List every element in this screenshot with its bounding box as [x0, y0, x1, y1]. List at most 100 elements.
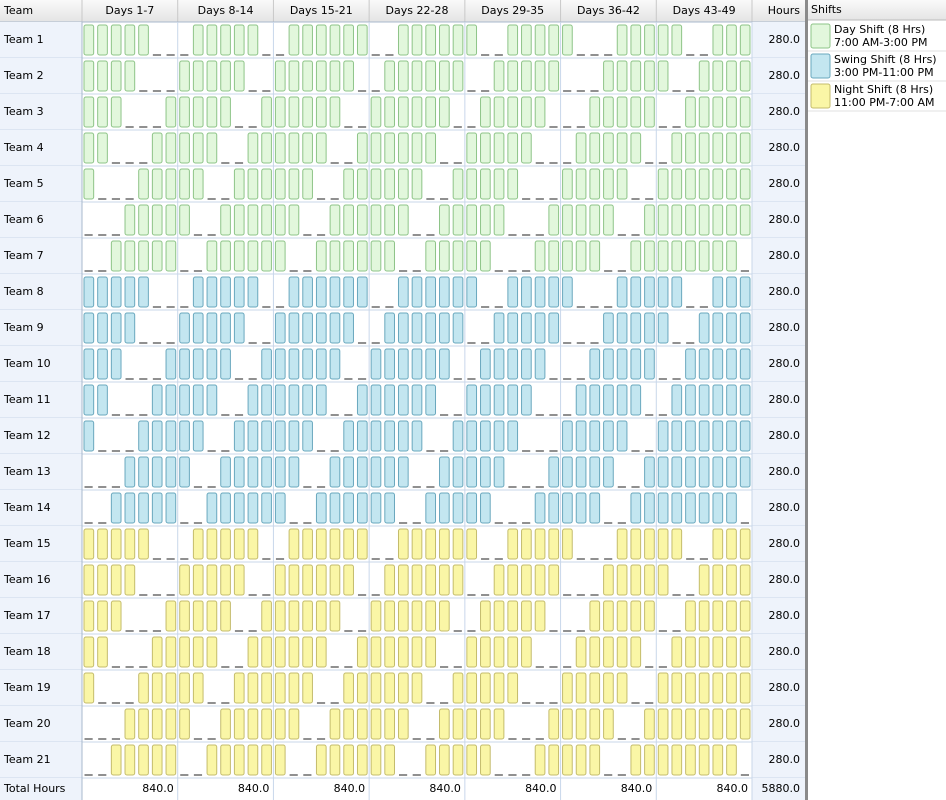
shift-block[interactable]: [521, 276, 532, 308]
shift-block[interactable]: [439, 564, 450, 596]
shift-block[interactable]: [425, 276, 437, 308]
shift-block[interactable]: [192, 168, 204, 200]
shift-block[interactable]: [698, 420, 710, 452]
shift-block[interactable]: [411, 420, 423, 452]
shift-block[interactable]: [589, 492, 601, 524]
shift-block[interactable]: [439, 60, 450, 92]
shift-block[interactable]: [726, 24, 737, 56]
shift-block[interactable]: [343, 708, 354, 740]
shift-block[interactable]: [110, 312, 122, 344]
shift-block[interactable]: [739, 96, 751, 128]
shift-block[interactable]: [138, 708, 149, 740]
shift-block[interactable]: [397, 636, 409, 668]
shift-block[interactable]: [247, 492, 259, 524]
shift-block[interactable]: [356, 672, 368, 704]
shift-block[interactable]: [739, 564, 751, 596]
shift-block[interactable]: [220, 348, 231, 380]
shift-block[interactable]: [124, 744, 136, 776]
shift-block[interactable]: [726, 600, 737, 632]
shift-block[interactable]: [493, 600, 505, 632]
shift-block[interactable]: [589, 132, 601, 164]
shift-block[interactable]: [288, 528, 300, 560]
shift-block[interactable]: [548, 240, 560, 272]
shift-block[interactable]: [247, 744, 259, 776]
shift-block[interactable]: [370, 204, 382, 236]
shift-block[interactable]: [370, 744, 382, 776]
shift-block[interactable]: [370, 492, 382, 524]
shift-block[interactable]: [411, 168, 423, 200]
shift-block[interactable]: [370, 348, 382, 380]
shift-block[interactable]: [685, 420, 696, 452]
shift-block[interactable]: [603, 132, 614, 164]
shift-block[interactable]: [397, 96, 409, 128]
shift-block[interactable]: [712, 312, 724, 344]
shift-block[interactable]: [179, 672, 190, 704]
shift-block[interactable]: [603, 312, 614, 344]
shift-block[interactable]: [726, 276, 737, 308]
shift-block[interactable]: [439, 456, 450, 488]
shift-block[interactable]: [616, 384, 628, 416]
shift-block[interactable]: [439, 708, 450, 740]
shift-block[interactable]: [288, 204, 300, 236]
shift-block[interactable]: [124, 24, 136, 56]
shift-block[interactable]: [206, 384, 218, 416]
shift-block[interactable]: [288, 708, 300, 740]
shift-block[interactable]: [644, 96, 655, 128]
shift-block[interactable]: [603, 672, 614, 704]
shift-block[interactable]: [726, 672, 737, 704]
shift-block[interactable]: [452, 204, 464, 236]
shift-block[interactable]: [521, 60, 532, 92]
shift-block[interactable]: [83, 636, 95, 668]
shift-block[interactable]: [493, 60, 505, 92]
shift-block[interactable]: [425, 744, 437, 776]
shift-block[interactable]: [165, 132, 177, 164]
shift-block[interactable]: [466, 240, 478, 272]
shift-block[interactable]: [384, 456, 395, 488]
team-name[interactable]: Team 12: [3, 429, 51, 442]
shift-block[interactable]: [698, 348, 710, 380]
shift-block[interactable]: [439, 276, 450, 308]
shift-block[interactable]: [425, 600, 437, 632]
shift-block[interactable]: [329, 564, 341, 596]
shift-block[interactable]: [384, 168, 395, 200]
shift-block[interactable]: [179, 132, 190, 164]
shift-block[interactable]: [138, 744, 149, 776]
shift-block[interactable]: [507, 420, 519, 452]
shift-block[interactable]: [425, 312, 437, 344]
shift-block[interactable]: [261, 672, 272, 704]
shift-block[interactable]: [616, 312, 628, 344]
shift-block[interactable]: [726, 492, 737, 524]
shift-block[interactable]: [315, 132, 327, 164]
shift-block[interactable]: [630, 24, 642, 56]
shift-block[interactable]: [685, 600, 696, 632]
shift-block[interactable]: [179, 312, 190, 344]
shift-block[interactable]: [466, 24, 478, 56]
shift-block[interactable]: [726, 132, 737, 164]
shift-block[interactable]: [726, 384, 737, 416]
shift-block[interactable]: [739, 24, 751, 56]
shift-block[interactable]: [548, 528, 560, 560]
shift-block[interactable]: [233, 60, 245, 92]
shift-block[interactable]: [356, 636, 368, 668]
shift-block[interactable]: [83, 96, 95, 128]
shift-block[interactable]: [657, 168, 669, 200]
shift-block[interactable]: [507, 672, 519, 704]
shift-block[interactable]: [493, 312, 505, 344]
shift-block[interactable]: [274, 600, 286, 632]
team-name[interactable]: Team 16: [3, 573, 51, 586]
shift-block[interactable]: [315, 60, 327, 92]
shift-block[interactable]: [83, 132, 95, 164]
shift-block[interactable]: [384, 744, 395, 776]
shift-block[interactable]: [466, 204, 478, 236]
shift-block[interactable]: [356, 708, 368, 740]
shift-block[interactable]: [493, 636, 505, 668]
shift-block[interactable]: [220, 492, 231, 524]
shift-block[interactable]: [138, 276, 149, 308]
shift-block[interactable]: [466, 276, 478, 308]
shift-block[interactable]: [247, 276, 259, 308]
shift-block[interactable]: [644, 456, 655, 488]
shift-block[interactable]: [329, 60, 341, 92]
shift-block[interactable]: [329, 96, 341, 128]
shift-block[interactable]: [466, 744, 478, 776]
shift-block[interactable]: [493, 204, 505, 236]
